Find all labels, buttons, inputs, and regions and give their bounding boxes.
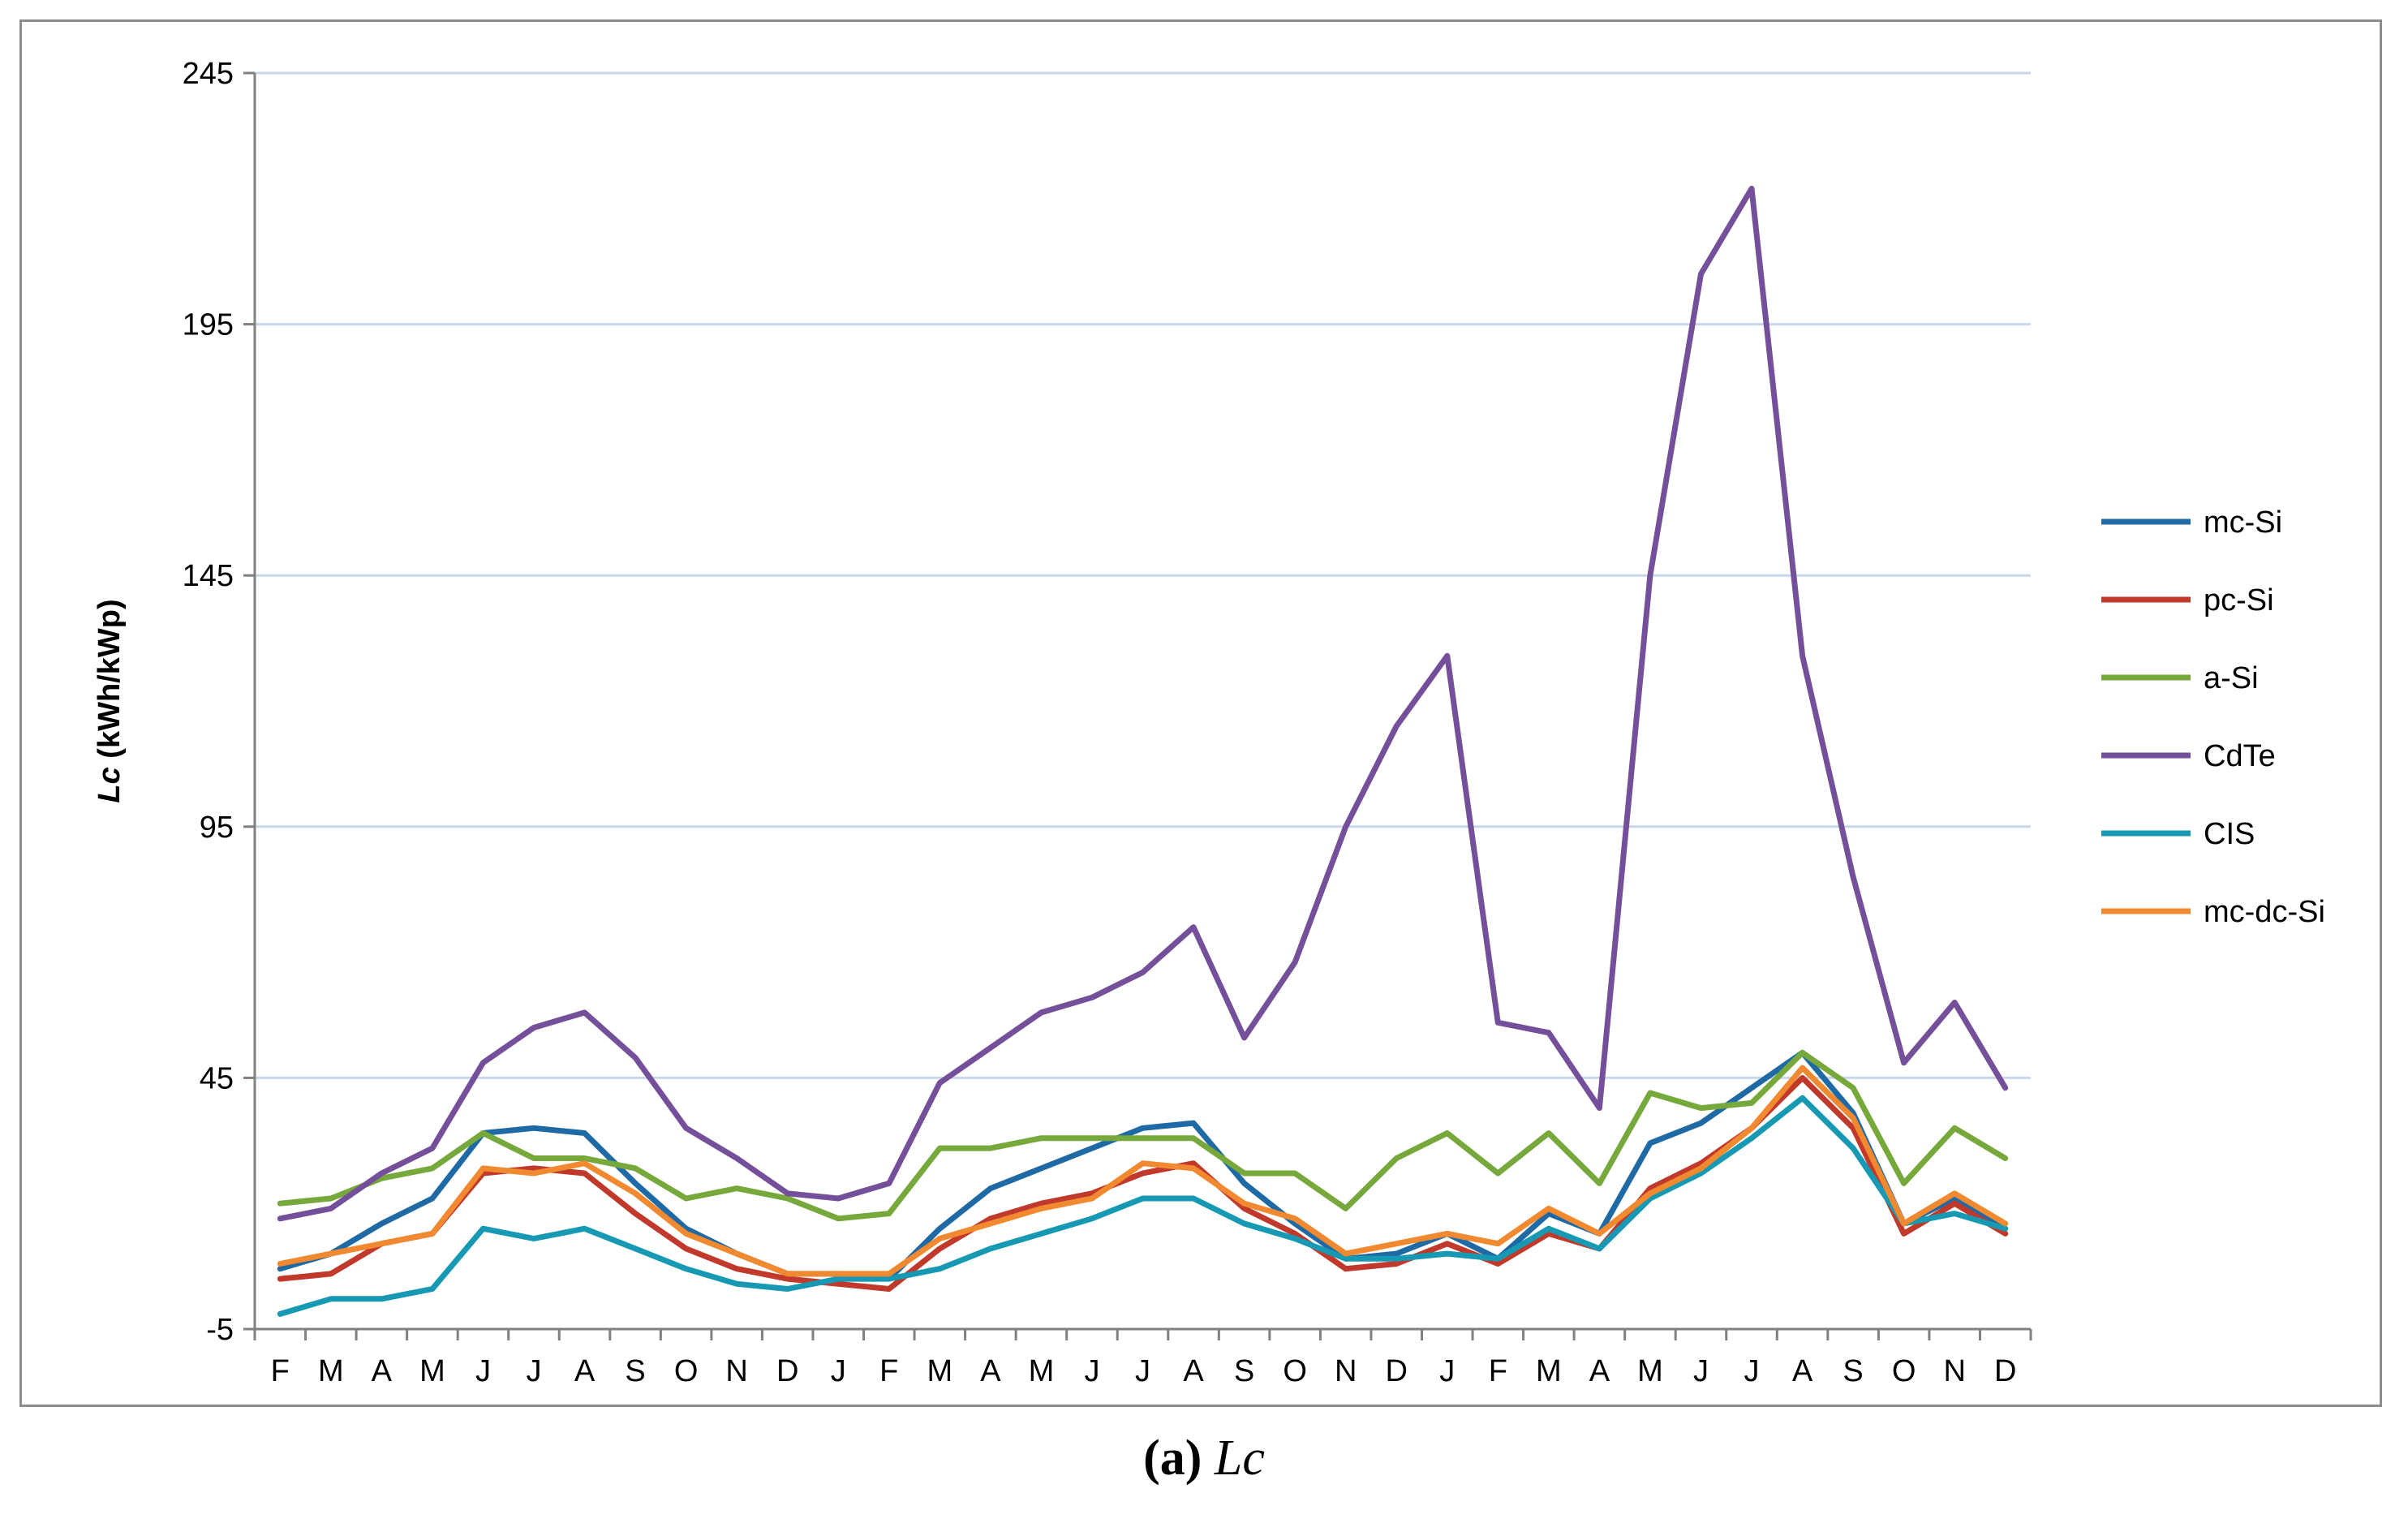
x-tick-label: J <box>475 1354 491 1388</box>
x-tick-label: M <box>927 1354 953 1388</box>
x-tick-label: J <box>1744 1354 1760 1388</box>
caption-close: ) <box>1185 1431 1202 1486</box>
x-tick-label: J <box>831 1354 846 1388</box>
y-axis-title-unit: (kWh/kWp) <box>92 599 127 767</box>
x-tick-label: S <box>1234 1354 1254 1388</box>
x-tick-label: M <box>318 1354 344 1388</box>
y-tick-label: 45 <box>200 1061 234 1095</box>
gridlines <box>255 71 2031 1079</box>
x-tick-label: J <box>1135 1354 1150 1388</box>
x-tick-label: J <box>1693 1354 1709 1388</box>
x-tick-label: M <box>1637 1354 1663 1388</box>
x-tick-label: S <box>625 1354 645 1388</box>
caption-letter: a <box>1159 1431 1185 1486</box>
y-axis-title: Lc (kWh/kWp) <box>92 599 127 802</box>
x-tick-label: N <box>1335 1354 1357 1388</box>
x-tick-label: D <box>776 1354 798 1388</box>
x-tick-label: N <box>1943 1354 1965 1388</box>
x-tick-label: A <box>1183 1354 1204 1388</box>
x-tick-label: D <box>1994 1354 2016 1388</box>
x-tick-label: A <box>372 1354 393 1388</box>
x-tick-label: F <box>271 1354 290 1388</box>
x-tick-label: A <box>1792 1354 1813 1388</box>
chart-frame: -5 45 95 145 195 245 F M A M J J A S O N D J F M A M J J A S O N D J F… <box>19 19 2382 1407</box>
x-tick-label: F <box>1489 1354 1507 1388</box>
legend-label: pc-Si <box>2204 583 2274 617</box>
x-tick-label: N <box>725 1354 747 1388</box>
y-tick-label: 195 <box>183 308 234 342</box>
x-tick-label: M <box>1536 1354 1562 1388</box>
legend-label: mc-Si <box>2204 506 2282 540</box>
x-tick-label: A <box>980 1354 1001 1388</box>
series-lines <box>277 185 2009 1317</box>
series-line-mc-si <box>277 1049 2009 1282</box>
series-line-mc-dc-si <box>277 1065 2009 1277</box>
y-tick-label: -5 <box>206 1313 234 1347</box>
x-tick-label: O <box>674 1354 699 1388</box>
legend-label: a-Si <box>2204 661 2259 695</box>
series-line-cis <box>277 1095 2009 1317</box>
legend-label: mc-dc-Si <box>2204 895 2325 929</box>
x-tick-label: A <box>574 1354 596 1388</box>
x-tick-label: J <box>526 1354 541 1388</box>
caption-open: ( <box>1143 1431 1160 1486</box>
y-tick-label: 145 <box>183 559 234 593</box>
x-tick-label: J <box>1439 1354 1455 1388</box>
x-tick-label: O <box>1283 1354 1307 1388</box>
x-tick-label: D <box>1385 1354 1407 1388</box>
x-tick-label: J <box>1084 1354 1099 1388</box>
caption-text: Lc <box>1214 1431 1265 1486</box>
x-tick-label: O <box>1892 1354 1916 1388</box>
legend-label: CdTe <box>2204 739 2276 773</box>
series-line-a-si <box>277 1049 2009 1222</box>
series-line-pc-si <box>277 1074 2009 1292</box>
legend-label: CIS <box>2204 817 2255 851</box>
x-tick-label: A <box>1589 1354 1610 1388</box>
series-line-cdte <box>277 185 2009 1222</box>
figure-caption: (a) Lc <box>0 1430 2408 1487</box>
legend: mc-Si pc-Si a-Si CdTe CIS mc-dc-Si <box>2101 506 2325 929</box>
x-tick-label: S <box>1843 1354 1863 1388</box>
x-tick-label: F <box>879 1354 898 1388</box>
y-tick-label: 245 <box>183 57 234 91</box>
y-tick-label: 95 <box>200 811 234 845</box>
y-axis-title-italic: Lc <box>92 767 127 802</box>
x-tick-label: M <box>1029 1354 1055 1388</box>
x-tick-label: M <box>419 1354 445 1388</box>
